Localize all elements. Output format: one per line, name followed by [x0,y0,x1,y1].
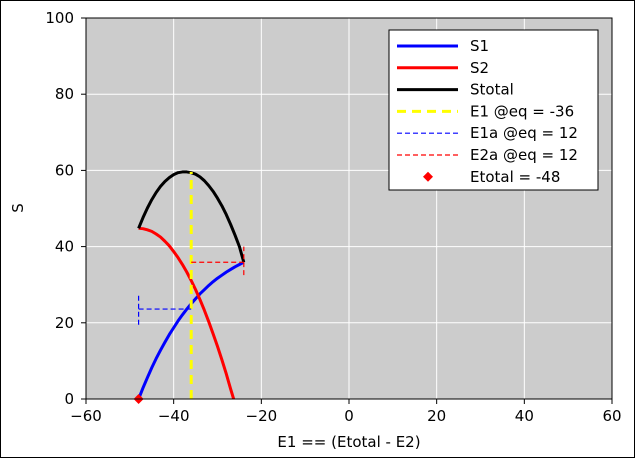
axis-ticks: −60 −40 −20 0 20 40 60 0 20 40 60 80 100 [45,9,621,425]
y-axis-title: S [9,203,27,213]
legend-label: Stotal [470,81,514,99]
series-layer [137,170,246,399]
legend-swatch [423,171,433,182]
y-tick-label: 80 [55,85,74,103]
series-1-line [138,226,236,399]
legend-label: E2a @eq = 12 [470,146,578,164]
x-tick-label: −20 [246,407,278,425]
x-tick-label: 20 [427,407,446,425]
legend-label: Etotal = -48 [470,168,560,186]
legend: S1 S2 Stotal E1 @eq = -36 E1a @eq = 12 E2a @e… [388,29,599,191]
x-axis-title: E1 == (Etotal - E2) [277,433,420,451]
y-tick-label: 100 [45,9,74,27]
y-tick-label: 0 [64,390,74,408]
x-tick-label: 0 [344,407,354,425]
y-tick-label: 20 [55,314,74,332]
legend-label: E1 @eq = -36 [470,102,574,120]
legend-label: E1a @eq = 12 [470,124,578,142]
x-tick-label: 60 [602,407,621,425]
legend-box [388,29,599,191]
y-tick-label: 40 [55,238,74,256]
legend-label: S1 [470,37,489,55]
y-tick-label: 60 [55,161,74,179]
x-tick-label: −60 [70,407,102,425]
legend-label: S2 [470,59,489,77]
x-tick-label: −40 [158,407,190,425]
x-tick-label: 40 [515,407,534,425]
